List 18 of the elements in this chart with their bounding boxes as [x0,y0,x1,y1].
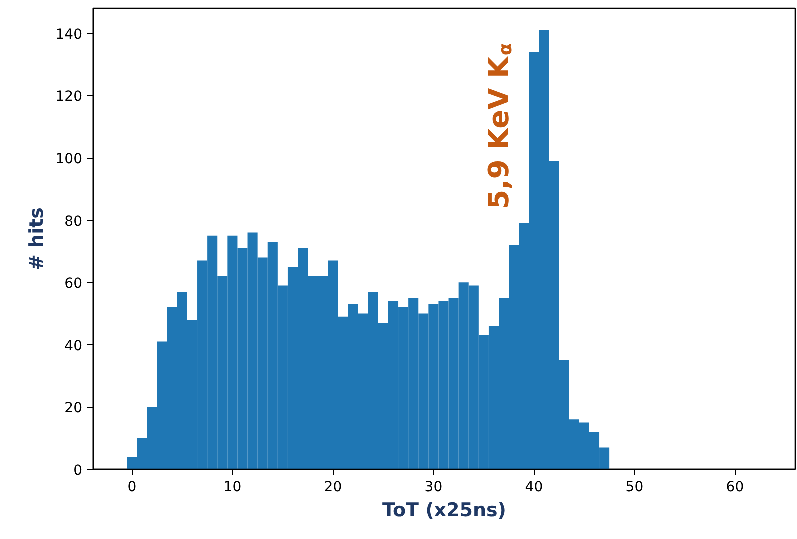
x-tick-label: 60 [726,480,744,496]
y-tick-label: 140 [56,26,83,43]
y-tick-label: 80 [64,214,83,230]
x-tick-label: 50 [626,480,644,496]
x-axis-title: ToT (x25ns) [382,500,506,522]
x-tick-label: 0 [128,480,137,496]
x-tick-label: 20 [324,480,342,496]
x-tick-label: 40 [525,480,544,496]
y-axis-title: # hits [26,208,48,270]
y-tick-label: 20 [64,400,83,417]
annotation: 5,9 KeV Kα [482,43,517,210]
x-tick-label: 30 [424,480,443,496]
y-tick-label: 100 [56,152,83,168]
y-tick-label: 60 [64,276,83,292]
y-tick-label: 120 [56,89,83,106]
y-tick-label: 40 [64,338,83,354]
x-tick-label: 10 [224,480,242,496]
y-tick-label: 0 [74,463,83,479]
